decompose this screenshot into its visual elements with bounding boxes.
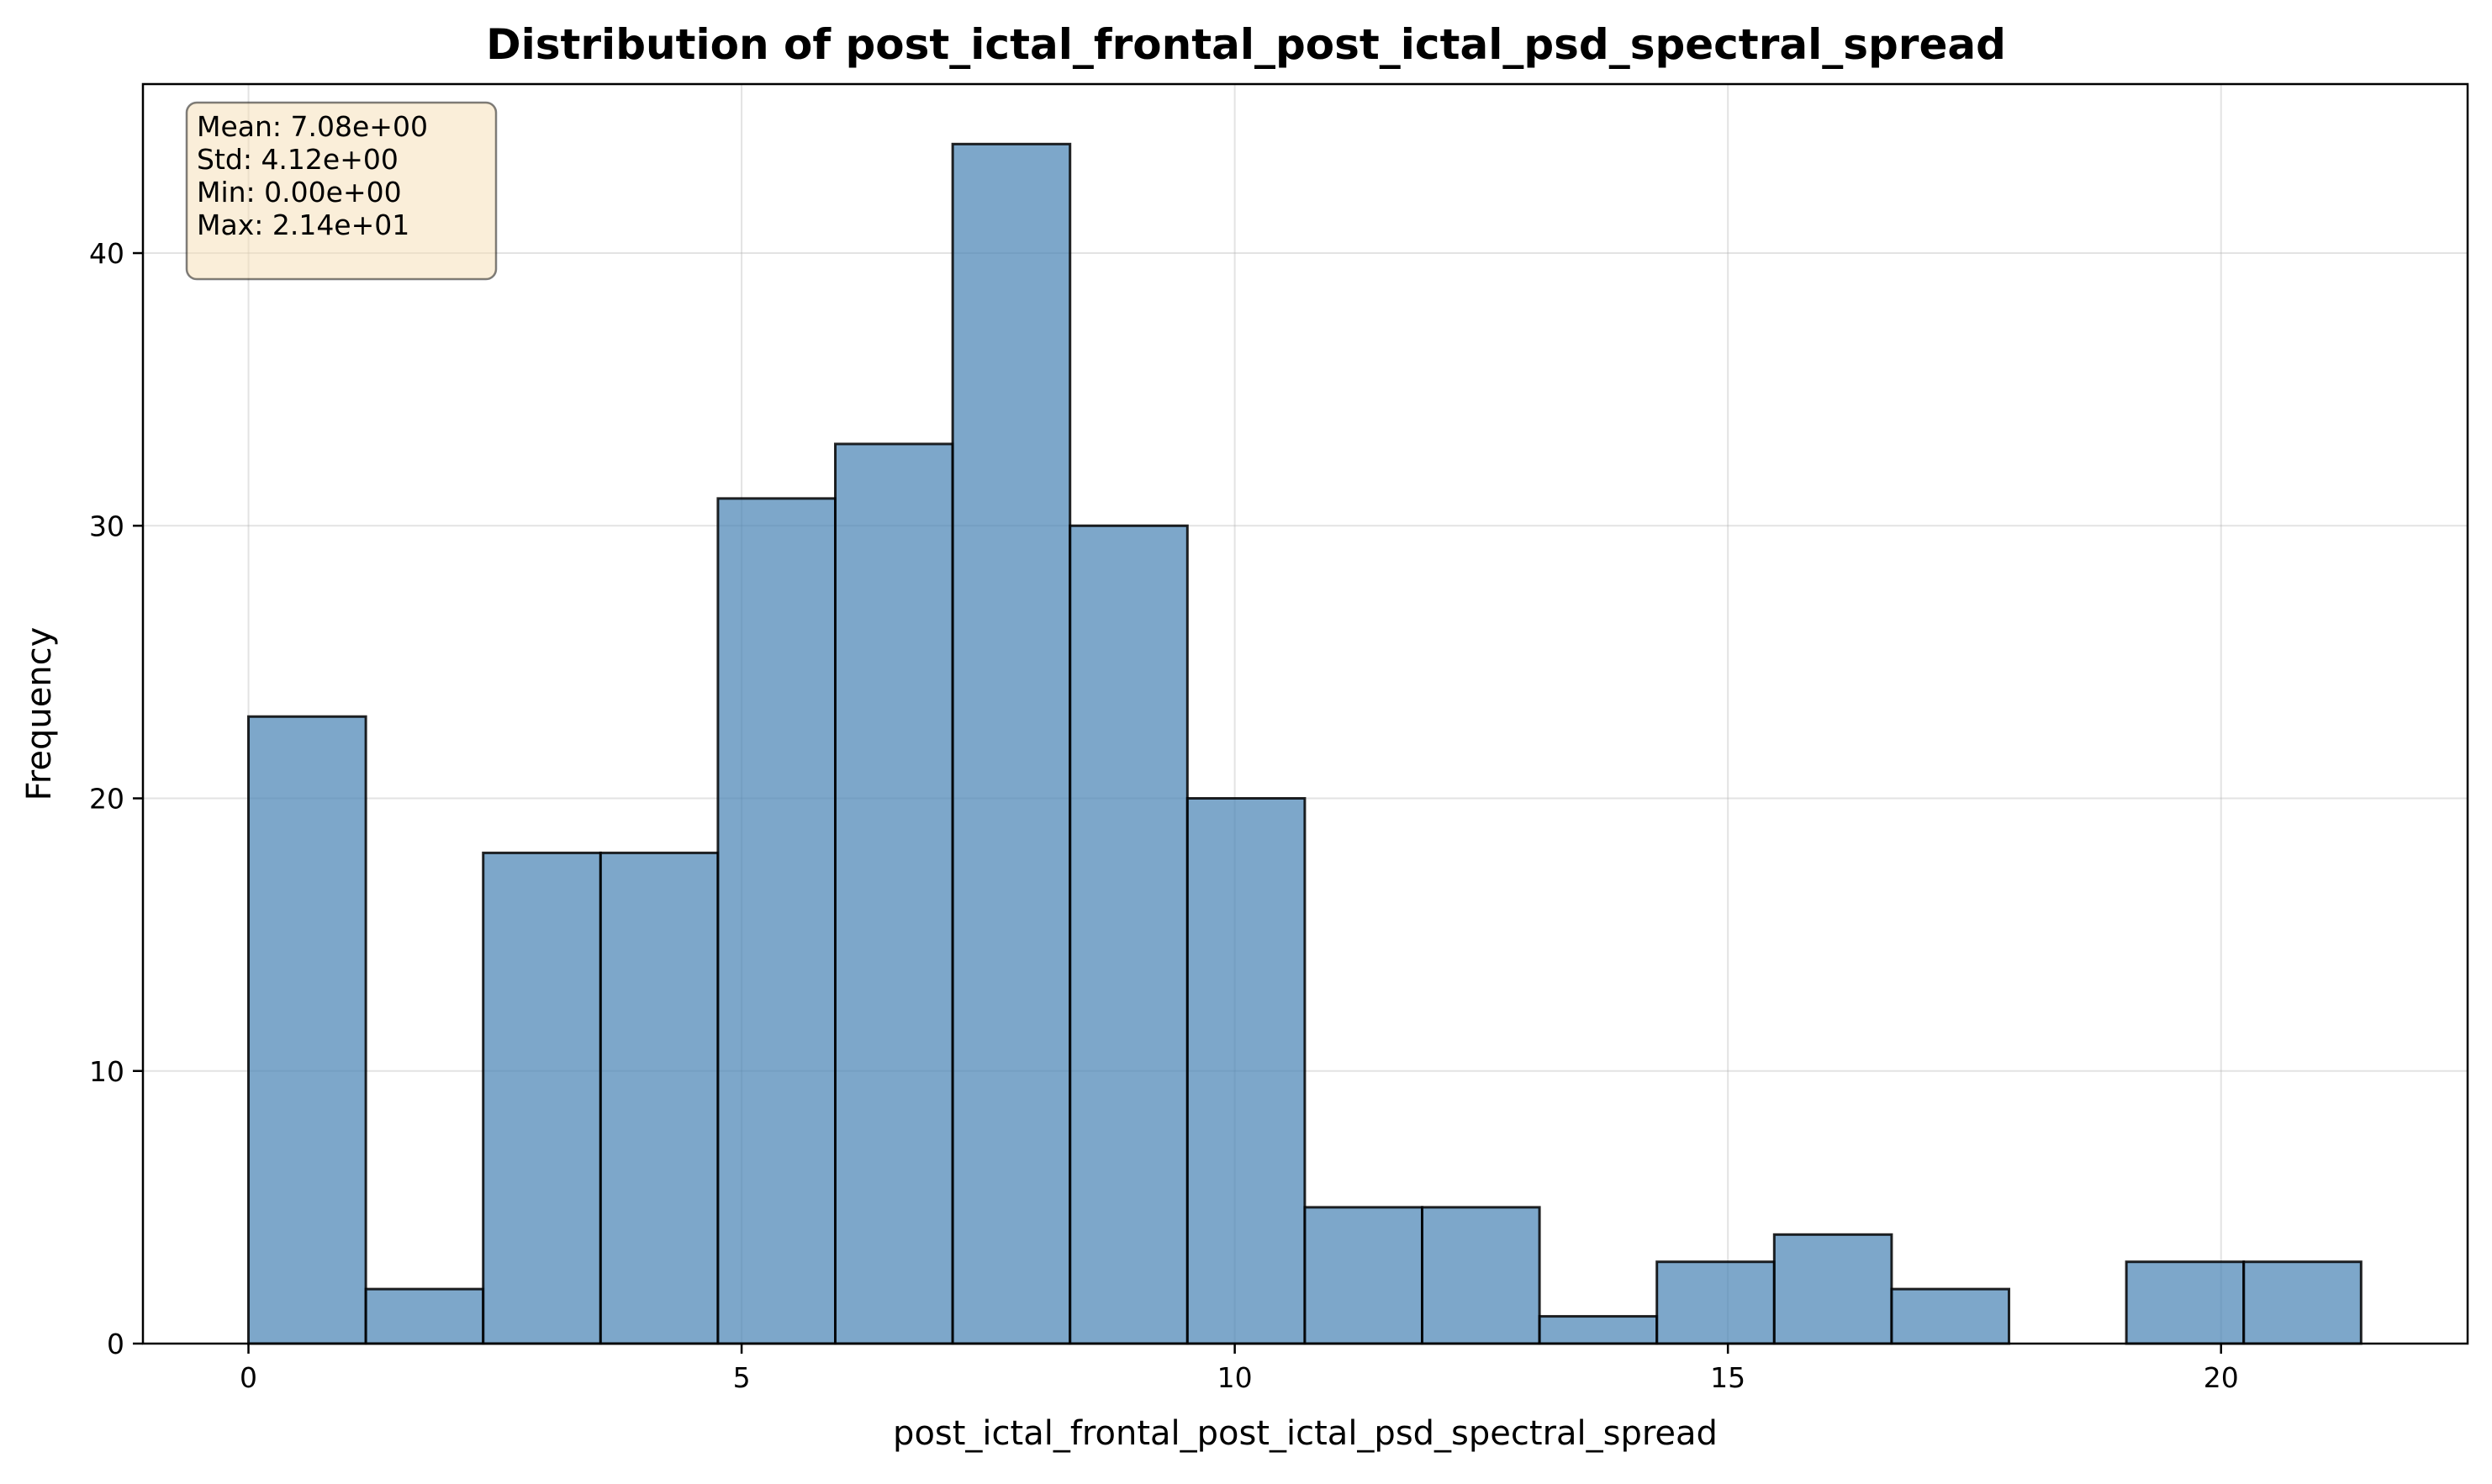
x-tick-label: 20	[2204, 1361, 2239, 1394]
stats-line: Max: 2.14e+01	[197, 209, 409, 241]
stats-line: Mean: 7.08e+00	[197, 110, 428, 143]
histogram-bar	[599, 851, 720, 1345]
histogram-bar	[834, 442, 954, 1345]
histogram-bar	[1655, 1260, 1776, 1345]
x-tick-label: 15	[1710, 1361, 1745, 1394]
histogram-bar	[951, 142, 1072, 1345]
y-tick-label: 20	[89, 783, 124, 816]
histogram-bar	[1772, 1233, 1893, 1345]
y-tick-label: 0	[107, 1328, 124, 1360]
chart-title: Distribution of post_ictal_frontal_post_…	[486, 20, 2006, 69]
y-axis-ticks: 0 10 20 30 40	[89, 237, 143, 1360]
histogram-bar	[2125, 1260, 2246, 1345]
histogram-bar	[1185, 797, 1307, 1345]
y-tick-label: 30	[89, 510, 124, 542]
histogram-bar	[2242, 1260, 2363, 1345]
stats-box-background	[185, 101, 498, 281]
y-tick-label: 40	[89, 237, 124, 270]
histogram-bar	[247, 715, 367, 1345]
x-axis-ticks: 0 5 10 15 20	[240, 1344, 2239, 1394]
x-axis-label: post_ictal_frontal_post_ictal_psd_spectr…	[893, 1414, 1718, 1453]
histogram-bar	[1421, 1206, 1541, 1345]
x-tick-label: 10	[1217, 1361, 1253, 1394]
histogram-bar	[482, 851, 602, 1345]
y-tick-label: 10	[89, 1055, 124, 1088]
x-tick-label: 5	[733, 1361, 751, 1394]
histogram-bar	[1069, 524, 1189, 1345]
histogram-bar	[364, 1287, 485, 1345]
stats-line: Min: 0.00e+00	[197, 176, 402, 209]
y-axis-label: Frequency	[20, 627, 59, 801]
histogram-bars	[247, 142, 2363, 1345]
x-tick-label: 0	[240, 1361, 257, 1394]
histogram-bar	[1890, 1287, 2011, 1345]
stats-line: Std: 4.12e+00	[197, 143, 399, 176]
plot-area-frame	[141, 82, 2469, 1345]
histogram-bar	[1538, 1315, 1659, 1345]
histogram-bar	[1303, 1206, 1424, 1345]
histogram-bar	[716, 497, 837, 1345]
